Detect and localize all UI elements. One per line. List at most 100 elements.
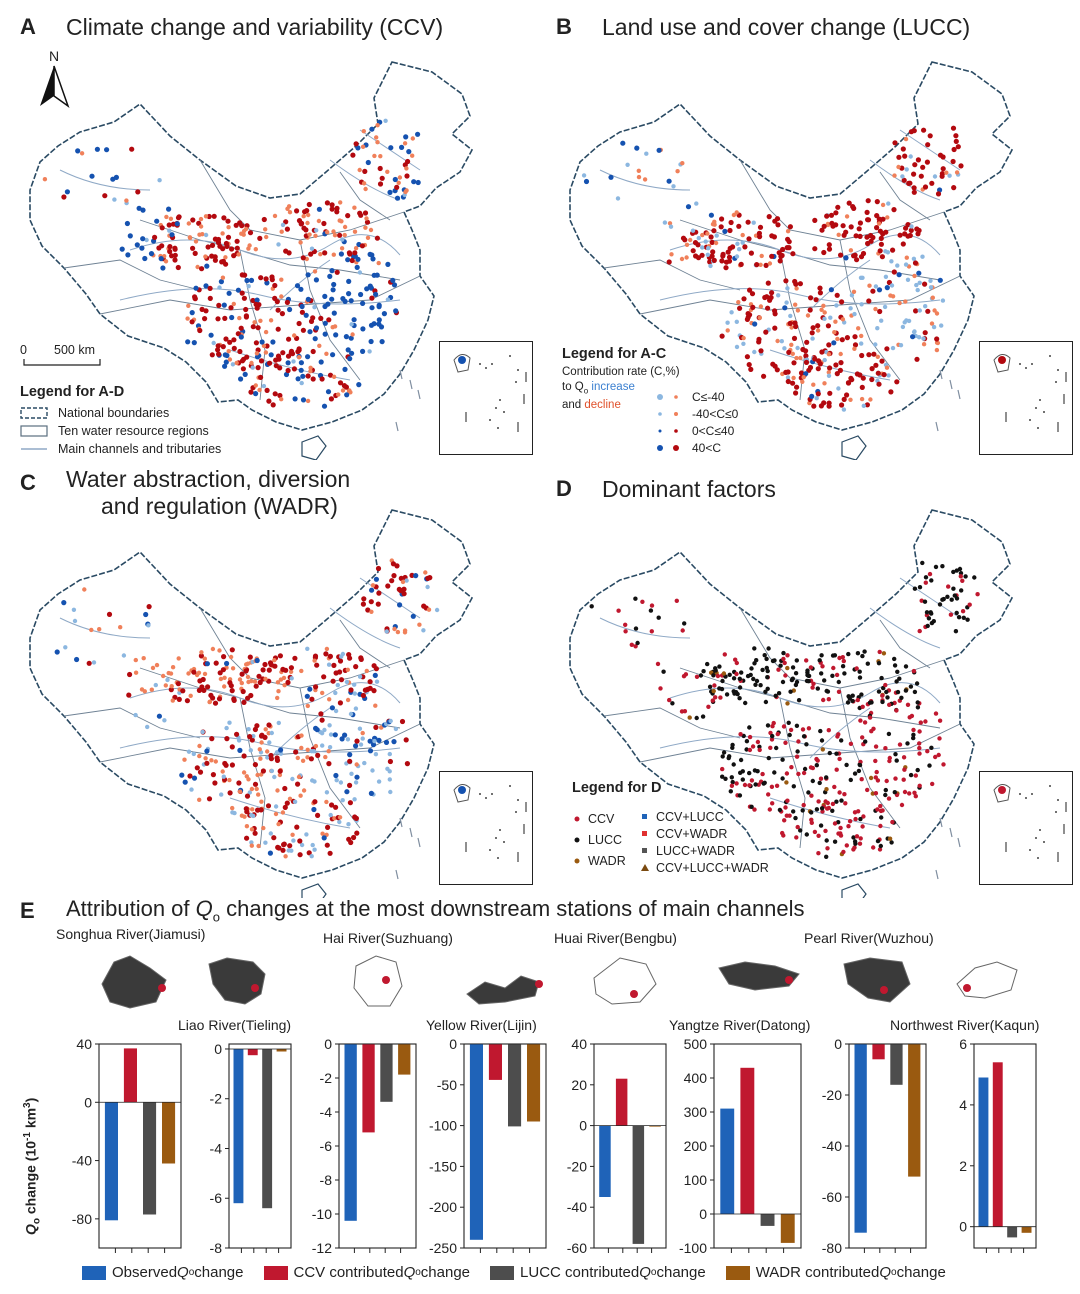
station-point (253, 247, 258, 252)
station-point (305, 354, 311, 360)
station-point (301, 225, 307, 231)
station-marker (963, 984, 971, 992)
station-point (373, 752, 379, 757)
bar-lucc (890, 1044, 903, 1085)
station-point (830, 673, 835, 678)
station-point (331, 662, 337, 668)
station-point (243, 306, 249, 313)
station-point (939, 173, 945, 179)
station-point (891, 269, 897, 275)
station-point (878, 241, 884, 247)
station-point (170, 698, 175, 703)
station-point (415, 179, 421, 186)
station-point (857, 233, 863, 239)
station-point (309, 246, 315, 251)
station-point (765, 305, 771, 311)
station-point (935, 191, 942, 197)
station-points (589, 560, 980, 859)
station-point (825, 689, 831, 694)
station-point (344, 392, 350, 398)
station-point (623, 622, 628, 627)
station-point (812, 246, 818, 252)
station-point (894, 708, 899, 713)
station-point (757, 747, 762, 753)
station-point (852, 839, 858, 844)
station-point (859, 333, 864, 339)
station-point (379, 725, 384, 730)
station-point (889, 840, 894, 845)
station-point (766, 646, 771, 651)
station-point (929, 578, 934, 583)
station-point (882, 304, 888, 310)
station-point (768, 294, 774, 301)
station-marker (880, 986, 888, 994)
station-point (953, 629, 959, 634)
station-point (305, 646, 310, 651)
station-point (886, 796, 892, 801)
station-point (208, 332, 214, 338)
station-point (202, 656, 207, 661)
station-point (848, 741, 854, 746)
station-marker (251, 984, 259, 992)
station-point (375, 123, 380, 128)
station-point (378, 154, 383, 159)
station-point (669, 252, 674, 257)
station-point (244, 835, 250, 841)
station-point (960, 609, 966, 614)
station-point (782, 305, 788, 311)
station-point (246, 246, 251, 251)
station-point (216, 302, 222, 308)
station-point (191, 340, 197, 346)
station-point (713, 695, 718, 700)
station-point (136, 205, 142, 211)
station-point (363, 225, 368, 230)
station-point (791, 784, 796, 789)
station-point (91, 660, 97, 665)
station-point (867, 700, 873, 705)
station-point (902, 231, 908, 237)
station-point (737, 305, 743, 311)
station-point (929, 745, 934, 750)
station-point (835, 734, 840, 739)
y-tick-label: -250 (429, 1240, 457, 1256)
station-point (337, 218, 342, 223)
station-point (364, 216, 369, 221)
station-point (787, 224, 793, 230)
station-point (725, 328, 730, 333)
station-point (265, 803, 272, 809)
legend-a-c-title: Legend for A-C (562, 346, 667, 362)
station-point (354, 774, 360, 780)
bar-ccv (123, 1048, 137, 1103)
station-point (754, 678, 760, 684)
station-point (795, 308, 801, 313)
station-point (286, 204, 292, 209)
station-point (774, 745, 779, 751)
station-point (376, 321, 382, 327)
station-point (871, 351, 877, 357)
station-point (199, 650, 204, 655)
station-point (404, 578, 409, 583)
station-point (737, 685, 743, 690)
station-point (298, 286, 304, 292)
station-point (776, 691, 782, 696)
station-point (325, 301, 331, 307)
station-point (873, 284, 879, 289)
station-point (127, 233, 133, 239)
station-point (800, 346, 806, 353)
station-point (145, 724, 150, 730)
north-arrow-icon (40, 65, 70, 108)
station-point (158, 256, 164, 262)
station-point (898, 343, 904, 348)
river-name-pearl: Pearl River(Wuzhou) (804, 930, 934, 946)
station-point (752, 349, 757, 355)
station-point (735, 241, 740, 246)
station-point (747, 734, 753, 740)
bar-lucc (508, 1044, 522, 1127)
station-point (255, 772, 260, 778)
station-point (751, 676, 756, 682)
station-point (360, 348, 366, 354)
station-point (837, 790, 842, 795)
station-point (838, 252, 844, 258)
station-point (681, 674, 687, 679)
